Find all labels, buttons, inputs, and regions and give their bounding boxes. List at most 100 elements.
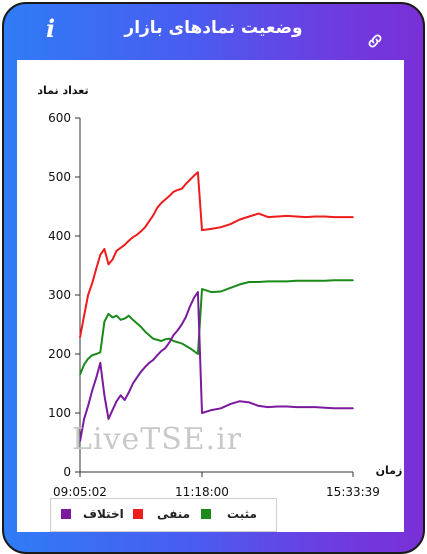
data-point: [148, 334, 150, 336]
data-point: [295, 280, 298, 282]
data-point: [91, 282, 93, 284]
data-point: [132, 318, 134, 321]
data-point: [276, 215, 279, 218]
data-point: [323, 406, 326, 409]
data-point: [91, 354, 93, 356]
data-point: [172, 340, 175, 342]
data-point: [342, 407, 345, 410]
data-point: [107, 313, 110, 315]
data-point: [128, 314, 130, 317]
data-point: [201, 229, 203, 231]
data-point: [333, 279, 335, 282]
data-point: [79, 440, 81, 443]
data-point: [352, 216, 354, 218]
data-point: [123, 399, 126, 401]
chart-legend: مثبت منفی اختلاف: [50, 498, 277, 532]
data-point: [87, 357, 89, 360]
data-point: [342, 216, 345, 218]
x-tick-label: 11:18:00: [175, 485, 229, 498]
data-point: [128, 239, 130, 242]
data-point: [286, 405, 288, 408]
data-point: [257, 405, 260, 407]
data-point: [83, 363, 85, 366]
data-point: [193, 350, 195, 352]
data-point: [152, 214, 154, 217]
data-point: [111, 258, 114, 261]
data-point: [180, 342, 183, 345]
data-point: [123, 244, 126, 246]
data-point: [168, 341, 171, 344]
data-point: [99, 351, 102, 354]
data-point: [144, 330, 146, 333]
data-point: [267, 280, 269, 283]
legend-swatch: [201, 509, 211, 519]
data-point: [119, 318, 122, 321]
data-point: [140, 370, 142, 373]
data-point: [103, 320, 106, 323]
data-point: [314, 280, 317, 282]
legend-item[interactable]: مثبت: [51, 507, 276, 521]
y-tick-label: 100: [48, 406, 71, 420]
data-point: [107, 263, 110, 266]
chart-panel: تعداد نماد زمان 0 100 200 300 400 500 600 09:05:0…: [17, 60, 404, 532]
data-point: [257, 281, 260, 283]
data-point: [176, 341, 179, 344]
data-point: [333, 216, 335, 218]
data-point: [152, 359, 154, 361]
legend-swatch: [133, 509, 143, 519]
data-point: [115, 249, 118, 252]
legend-item[interactable]: منفی: [51, 507, 276, 521]
line-chart: تعداد نماد زمان 0 100 200 300 400 500 600 09:05:0…: [37, 84, 402, 498]
y-axis-title: تعداد نماد: [37, 84, 88, 97]
legend-label: اختلاف: [83, 507, 124, 521]
data-point: [189, 179, 191, 181]
data-point: [87, 294, 89, 296]
series-line-3: [79, 291, 353, 442]
data-point: [238, 218, 241, 221]
data-point: [210, 291, 213, 293]
y-tick-label: 300: [48, 288, 71, 302]
data-point: [248, 281, 250, 283]
data-point: [197, 291, 199, 293]
data-point: [115, 314, 118, 317]
data-point: [156, 206, 159, 209]
data-point: [136, 376, 138, 379]
data-point: [286, 215, 288, 217]
data-point: [276, 280, 279, 283]
data-point: [248, 401, 250, 404]
data-point: [119, 247, 122, 249]
data-point: [176, 189, 179, 191]
data-point: [99, 362, 102, 364]
data-point: [184, 344, 187, 347]
link-icon[interactable]: [366, 32, 384, 50]
data-point: [220, 226, 222, 228]
data-point: [189, 347, 191, 349]
data-point: [333, 407, 335, 410]
data-point: [295, 406, 298, 408]
data-point: [229, 287, 232, 289]
watermark-text: LiveTSE.ir: [72, 422, 243, 457]
data-point: [164, 338, 167, 341]
data-point: [193, 297, 195, 299]
data-point: [229, 223, 232, 225]
data-point: [172, 334, 175, 336]
data-point: [111, 316, 114, 319]
data-point: [238, 283, 241, 286]
y-tick-label: 400: [48, 229, 71, 243]
data-point: [148, 220, 150, 223]
data-point: [107, 418, 110, 420]
data-point: [210, 228, 213, 230]
legend-item[interactable]: اختلاف: [51, 507, 276, 521]
data-point: [87, 405, 89, 407]
data-point: [136, 234, 138, 236]
data-point: [220, 407, 222, 410]
data-point: [180, 188, 183, 190]
x-tick-label: 15:33:39: [326, 485, 380, 498]
data-point: [305, 406, 307, 408]
data-point: [95, 267, 98, 270]
data-point: [140, 230, 142, 233]
data-point: [220, 290, 222, 293]
data-point: [248, 215, 250, 218]
info-icon[interactable]: i: [46, 14, 56, 43]
